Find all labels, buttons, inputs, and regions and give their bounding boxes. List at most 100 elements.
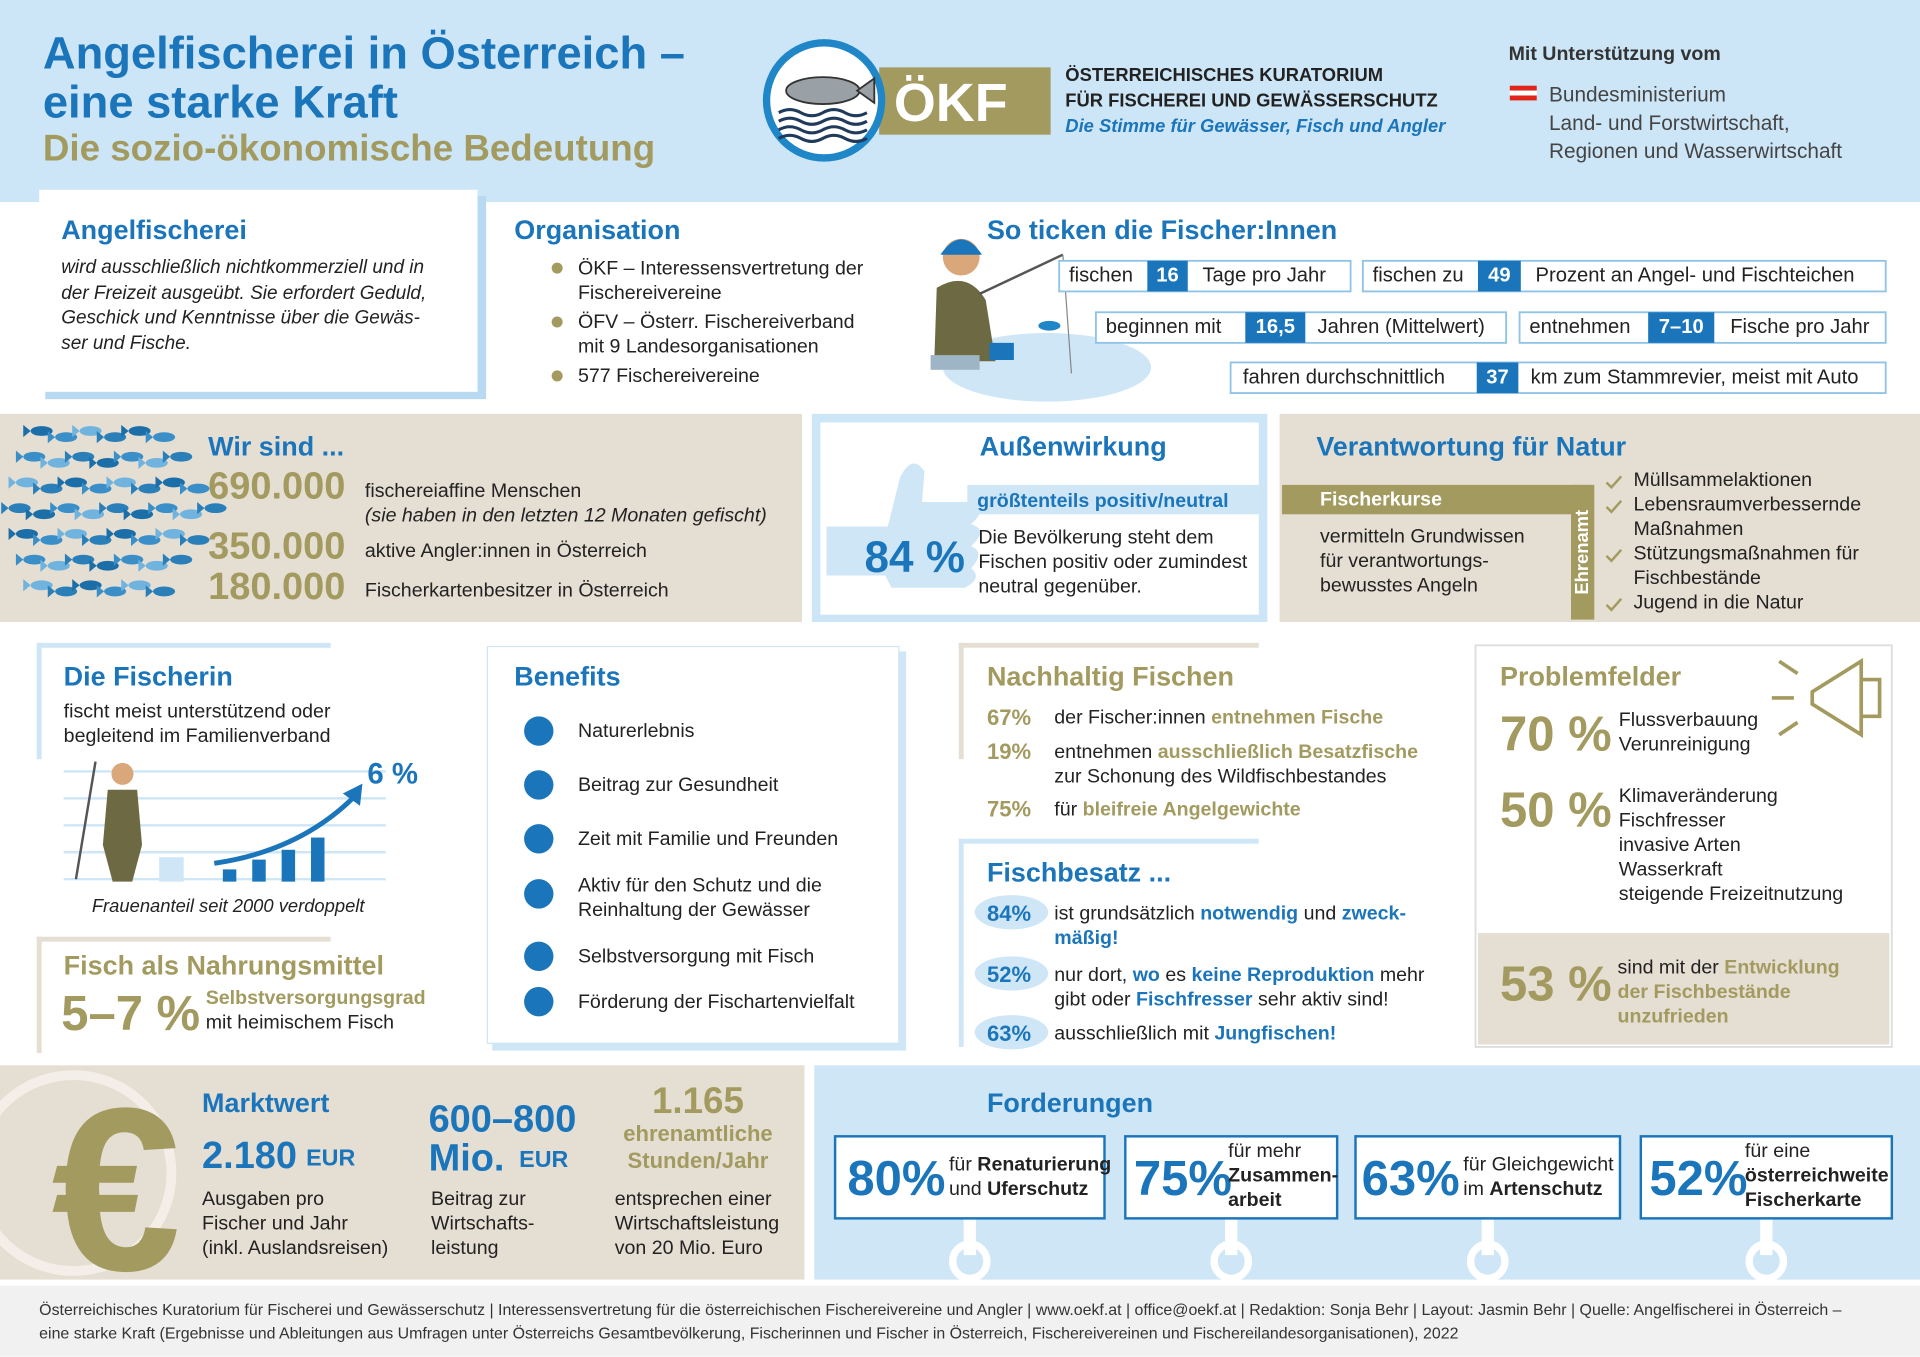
key-figure: 350.000 <box>208 524 346 567</box>
body-text: ser und Fische. <box>61 332 191 354</box>
highlight-text: Zusammen- <box>1228 1165 1339 1187</box>
key-figure: 180.000 <box>208 564 346 608</box>
heading: Nachhaltig Fischen <box>986 661 1234 692</box>
fish <box>131 509 154 520</box>
fish-tail <box>64 553 73 566</box>
benefit-icon <box>524 770 554 800</box>
fish <box>55 432 78 443</box>
body-text: arbeit <box>1228 1189 1281 1212</box>
fish <box>40 535 63 545</box>
heading: Wir sind ... <box>208 431 345 462</box>
fish <box>79 426 102 436</box>
sign-post <box>1481 1218 1494 1256</box>
fish <box>162 477 185 488</box>
sign-post <box>1760 1218 1773 1256</box>
vertical-label: Ehrenamt <box>1572 509 1594 595</box>
flag-red <box>1509 85 1537 91</box>
fish <box>180 509 203 520</box>
body-text: Wirtschafts- <box>431 1213 535 1235</box>
fish <box>89 483 112 494</box>
logo-wave <box>778 125 868 135</box>
heading: Fisch als Nahrungsmittel <box>63 950 385 981</box>
fish <box>187 535 210 545</box>
fish-tail <box>155 527 163 541</box>
subtitle: Die sozio-ökonomische Bedeutung <box>42 128 656 169</box>
frame-left <box>36 936 42 1054</box>
body-text: (inkl. Auslandsreisen) <box>202 1237 389 1259</box>
card <box>39 189 478 392</box>
body-text: für Renaturierung <box>949 1153 1111 1176</box>
body-text: Zusammen- <box>1228 1164 1338 1187</box>
percent: 52% <box>986 962 1032 987</box>
fish-tail <box>138 456 146 469</box>
body-text: von 20 Mio. Euro <box>614 1237 763 1259</box>
percent: 19% <box>986 739 1032 765</box>
sign <box>833 1135 1106 1220</box>
body-text: entnehmen ausschließlich Besatzfische <box>1054 741 1418 764</box>
figure-label: aktive Angler:innen in Österreich <box>364 541 647 563</box>
text: mehr <box>1374 964 1425 986</box>
text: für Gleichgewicht <box>1463 1154 1614 1176</box>
body-text: im Artenschutz <box>1463 1178 1602 1201</box>
frame-top <box>36 936 331 942</box>
fish <box>79 580 102 591</box>
fisherwoman-head <box>111 762 134 785</box>
highlight-text: bleifreie Angelgewichte <box>1082 799 1301 821</box>
bullet <box>551 316 563 328</box>
body-text: für bleifreie Angelgewichte <box>1054 798 1300 821</box>
body-text: sind mit der Entwicklung <box>1618 956 1840 979</box>
highlight-text: Uferschutz <box>987 1179 1089 1201</box>
card <box>486 645 900 1044</box>
label: Fischerkurse <box>1320 489 1442 511</box>
fish-tail <box>121 424 129 438</box>
fish-tail <box>74 508 83 521</box>
body-text: Beitrag zur <box>431 1188 526 1210</box>
fish-bubble <box>974 1015 1049 1050</box>
euro-symbol: € <box>51 1060 181 1321</box>
fish-tail <box>106 527 114 541</box>
fish <box>121 451 144 462</box>
sign-base <box>1210 1240 1253 1283</box>
fish-tail <box>23 579 31 592</box>
body-text: neutral gegenüber. <box>978 576 1142 598</box>
highlight-text: Renaturierung <box>977 1154 1112 1176</box>
highlight-text: Jungfischen! <box>1214 1023 1337 1045</box>
fish-tail <box>172 508 181 521</box>
fish-tail <box>72 424 80 438</box>
highlight-text: zweck- <box>1341 903 1406 925</box>
fish <box>72 554 95 565</box>
fish <box>138 483 161 494</box>
thumbs-up <box>826 463 981 588</box>
fact-number-box <box>1245 312 1306 343</box>
figure-note: (sie haben in den letzten 12 Monaten gef… <box>364 505 767 527</box>
text: im <box>1463 1179 1490 1201</box>
list-item: Fischbestände <box>1633 568 1761 589</box>
body-text: mit heimischem Fisch <box>205 1012 395 1034</box>
text: es <box>1159 964 1192 986</box>
percent: 75% <box>986 797 1032 822</box>
sign-base <box>1745 1240 1788 1283</box>
chart-bar <box>311 837 325 882</box>
body-text: Fischer und Jahr <box>202 1213 348 1235</box>
text: und <box>1298 903 1342 925</box>
fish <box>30 580 53 591</box>
fish <box>138 535 161 545</box>
chart-bar <box>281 849 296 882</box>
text: für mehr <box>1228 1141 1302 1163</box>
fish-tail <box>15 553 24 566</box>
fact-text: beginnen mit <box>1105 315 1222 338</box>
text: für <box>1054 799 1083 821</box>
fish-tail <box>113 450 122 463</box>
course-bar <box>1282 484 1592 515</box>
body-text: mäßig! <box>1054 927 1118 950</box>
body-text: für Gleichgewicht <box>1463 1153 1613 1176</box>
megaphone-rays <box>1771 659 1799 737</box>
fisher-body <box>934 280 996 362</box>
organization-name: FÜR FISCHEREI UND GEWÄSSERSCHUTZ <box>1065 90 1438 112</box>
text: ist grundsätzlich <box>1054 903 1201 925</box>
fish-tail <box>25 508 34 521</box>
section-bg <box>1279 413 1920 623</box>
body-text: ausschließlich mit Jungfischen! <box>1054 1022 1336 1045</box>
body-text: für verantwortungs- <box>1320 551 1489 572</box>
fish-tail <box>72 579 80 592</box>
